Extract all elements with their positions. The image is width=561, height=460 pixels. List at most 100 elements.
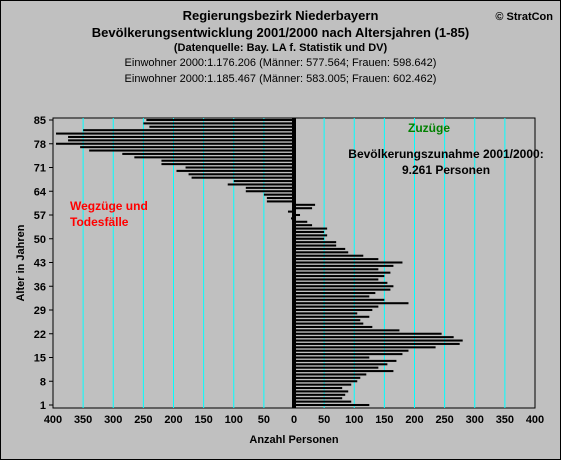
chart-title: Regierungsbezirk Niederbayern (182, 8, 379, 23)
bar (294, 288, 391, 291)
x-tick-label: 250 (435, 414, 453, 426)
bar (161, 163, 294, 166)
bar (294, 315, 370, 318)
y-axis-ticks: 1 8 15 22 29 36 43 50 57 64 71 78 85 (34, 115, 53, 412)
bar (294, 244, 337, 247)
bar (294, 268, 379, 271)
bar (294, 319, 361, 322)
x-axis-ticks: 400 350 300 250 200 150 100 50 0 50 100 150 200 250 30… (44, 414, 544, 426)
x-tick-label: 150 (194, 414, 212, 426)
y-tick-label: 78 (34, 139, 46, 151)
bar (294, 305, 379, 308)
bar (294, 207, 313, 210)
bar (294, 387, 343, 390)
y-tick-label: 1 (40, 400, 46, 412)
bar (294, 230, 325, 233)
bar (56, 142, 295, 145)
bar (294, 278, 379, 281)
bar (233, 180, 294, 183)
bar (287, 210, 294, 213)
x-tick-label: 400 (526, 414, 544, 426)
bar (266, 197, 294, 200)
x-tick-label: 200 (164, 414, 182, 426)
bar (294, 332, 442, 335)
bar (294, 366, 379, 369)
y-tick-label: 71 (34, 163, 46, 175)
y-axis-label: Alter in Jahren (15, 224, 27, 301)
bar (294, 373, 367, 376)
y-tick-label: 8 (40, 376, 46, 388)
x-axis-label: Anzahl Personen (249, 434, 339, 446)
bar (294, 329, 400, 332)
annotation-wegzuege: Wegzüge und (70, 199, 148, 213)
bar (294, 292, 376, 295)
bar (294, 346, 436, 349)
bar (294, 312, 358, 315)
bar (294, 349, 409, 352)
residents-2001-note: Einwohner 2000:1.185.467 (Männer: 583.00… (124, 73, 437, 85)
bar (294, 281, 388, 284)
y-tick-label: 64 (34, 186, 47, 198)
bar (294, 234, 328, 237)
bar (263, 193, 294, 196)
bar (68, 139, 294, 142)
bar (294, 353, 403, 356)
bar (294, 393, 346, 396)
x-tick-label: 300 (104, 414, 122, 426)
bar (294, 403, 370, 407)
annotations-group: Zuzüge Bevölkerungszunahme 2001/2000: 9.26… (70, 121, 544, 229)
bar (146, 118, 294, 122)
x-tick-label: 350 (74, 414, 92, 426)
x-tick-label: 0 (291, 414, 297, 426)
bar (294, 237, 325, 240)
y-tick-label: 43 (34, 258, 46, 270)
bar (294, 380, 358, 383)
y-tick-label: 85 (34, 115, 46, 127)
x-tick-label: 350 (496, 414, 514, 426)
y-tick-label: 22 (34, 329, 46, 341)
bar (294, 308, 373, 312)
bar (294, 383, 352, 386)
bar (294, 339, 463, 342)
bar (294, 264, 394, 267)
bar (83, 129, 294, 132)
bar (294, 275, 385, 278)
bar (122, 152, 294, 155)
bar (294, 370, 394, 373)
bar (294, 261, 403, 264)
x-tick-label: 400 (44, 414, 62, 426)
bar (294, 397, 343, 400)
bar (191, 176, 294, 179)
bar (294, 322, 364, 325)
y-tick-label: 57 (34, 210, 46, 222)
bar (294, 336, 454, 339)
bar (185, 166, 294, 169)
bar (294, 298, 385, 301)
y-tick-label: 50 (34, 234, 46, 246)
bar (294, 356, 370, 359)
y-tick-label: 36 (34, 281, 46, 293)
y-tick-label: 15 (34, 353, 46, 365)
bar (149, 125, 294, 128)
chart-subtitle: Bevölkerungsentwicklung 2001/2000 nach A… (91, 25, 470, 40)
x-tick-label: 50 (318, 414, 330, 426)
x-tick-label: 100 (225, 414, 243, 426)
bar (294, 400, 352, 403)
y-tick-label: 29 (34, 305, 46, 317)
bar (294, 203, 316, 206)
bar (294, 251, 349, 254)
x-tick-label: 300 (466, 414, 484, 426)
annotation-increase-value: 9.261 Personen (402, 163, 490, 177)
data-source-note: (Datenquelle: Bay. LA f. Statistik und D… (173, 42, 388, 54)
bar (294, 254, 364, 257)
bar (294, 224, 313, 227)
copyright-label: © StratCon (495, 11, 553, 23)
bar (134, 156, 294, 159)
x-tick-label: 250 (134, 414, 152, 426)
bar (294, 342, 460, 345)
bar (188, 173, 294, 176)
bar (89, 149, 295, 152)
bar (294, 376, 361, 379)
bar (294, 285, 394, 288)
